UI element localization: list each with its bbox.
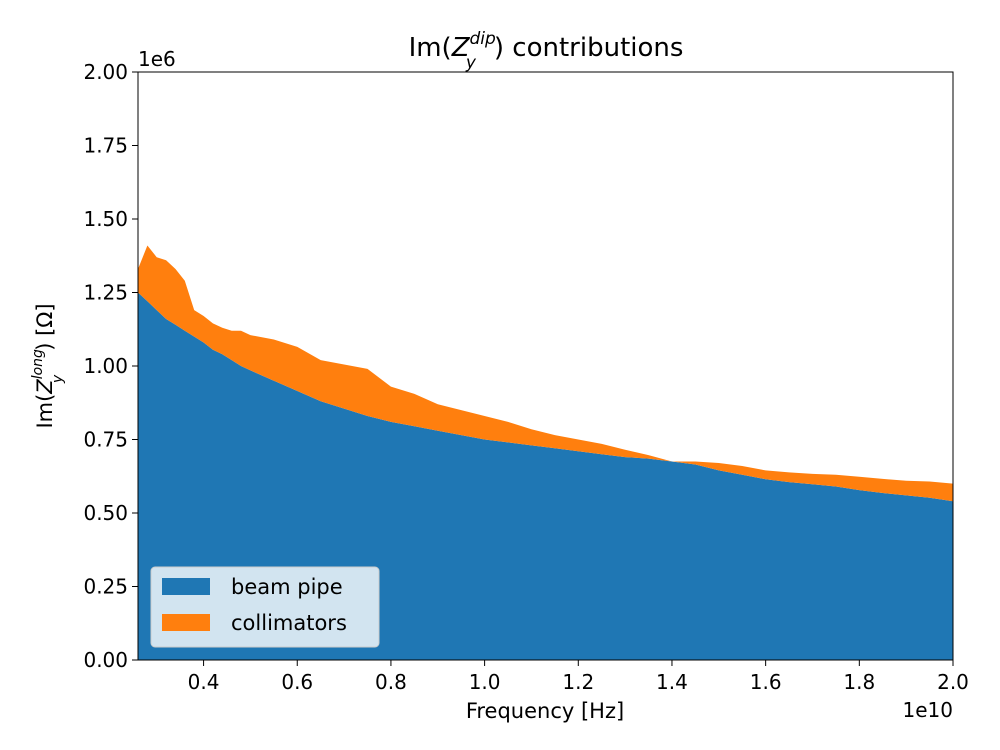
y-tick-label: 0.75: [83, 428, 128, 452]
title-superscript: dip: [470, 29, 497, 49]
y-axis-label: Im(Zlong y ) [Ω]: [30, 303, 66, 428]
x-tick-label: 0.8: [375, 670, 407, 694]
y-tick-label: 2.00: [83, 60, 128, 84]
y-tick-label: 1.00: [83, 354, 128, 378]
x-tick-label: 1.0: [469, 670, 501, 694]
y-tick-label: 0.00: [83, 648, 128, 672]
legend: beam pipe collimators: [150, 566, 380, 648]
y-tick-label: 1.75: [83, 134, 128, 158]
y-label-prefix: Im(: [33, 394, 57, 429]
x-axis-label: Frequency [Hz]: [466, 699, 624, 723]
area-collimators: [138, 245, 953, 502]
y-tick-label: 1.25: [83, 281, 128, 305]
y-label-suffix: ) [Ω]: [33, 303, 57, 350]
y-tick-label: 1.50: [83, 207, 128, 231]
x-tick-label: 2.0: [937, 670, 969, 694]
legend-label-beam-pipe: beam pipe: [231, 575, 343, 599]
legend-swatch-collimators: [162, 614, 210, 631]
legend-swatch-beam-pipe: [162, 578, 210, 595]
y-axis-ticks: 0.00 0.25 0.50 0.75 1.00 1.25 1.50 1.75 2.00: [83, 60, 138, 672]
x-offset-label: 1e10: [903, 698, 953, 722]
x-tick-label: 1.4: [656, 670, 688, 694]
x-axis-ticks: 0.4 0.6 0.8 1.0 1.2 1.4 1.6 1.8 2.0: [188, 660, 969, 694]
title-variable: Z: [451, 33, 471, 63]
title-suffix: ) contributions: [494, 33, 684, 63]
x-tick-label: 0.4: [188, 670, 220, 694]
y-tick-label: 0.50: [83, 501, 128, 525]
y-label-superscript: long: [30, 349, 46, 379]
title-prefix: Im(: [409, 33, 452, 63]
title-subscript: y: [465, 53, 477, 73]
legend-label-collimators: collimators: [231, 611, 347, 635]
x-tick-label: 1.8: [843, 670, 875, 694]
x-tick-label: 0.6: [281, 670, 313, 694]
x-tick-label: 1.2: [562, 670, 594, 694]
y-label-variable: Z: [33, 379, 57, 395]
y-tick-label: 0.25: [83, 575, 128, 599]
y-label-subscript: y: [50, 374, 66, 384]
y-offset-label: 1e6: [138, 47, 176, 71]
chart-title: Im(Zdip y ) contributions: [409, 29, 684, 73]
x-tick-label: 1.6: [750, 670, 782, 694]
